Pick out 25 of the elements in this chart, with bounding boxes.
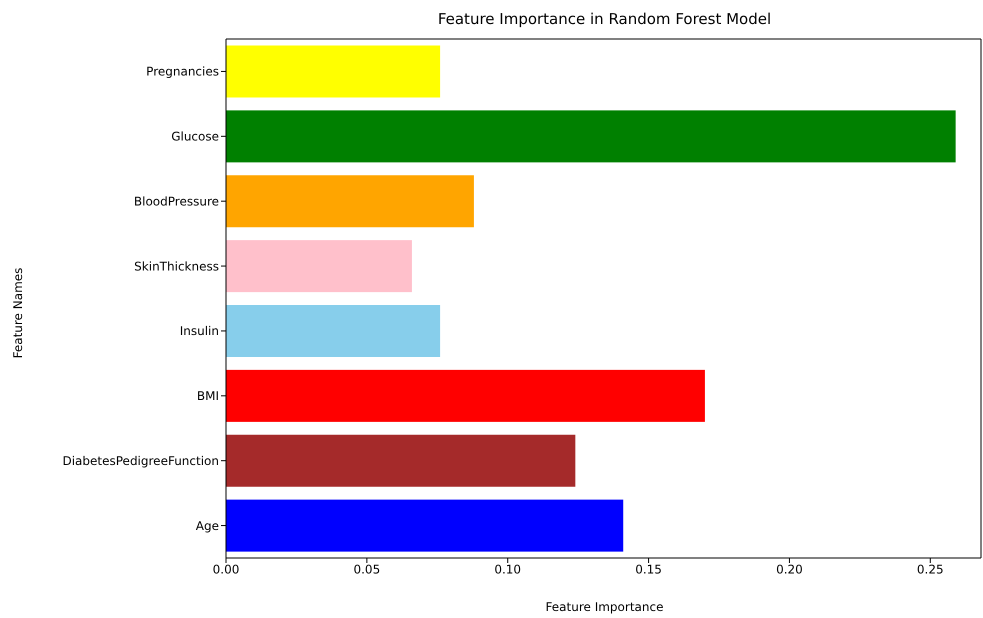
y-tick-label: BloodPressure <box>134 194 219 208</box>
x-tick-label: 0.15 <box>635 562 662 577</box>
bar <box>226 240 412 292</box>
x-tick-label: 0.00 <box>212 562 240 577</box>
x-tick-label: 0.20 <box>776 562 803 577</box>
y-tick-label: DiabetesPedigreeFunction <box>62 454 219 468</box>
bar <box>226 175 474 228</box>
y-tick-label: Age <box>196 518 219 533</box>
bar <box>226 304 440 357</box>
x-axis-title: Feature Importance <box>544 600 664 614</box>
bar <box>226 45 440 98</box>
bar <box>226 110 956 162</box>
y-tick-label: Glucose <box>171 130 219 144</box>
y-tick-label: Pregnancies <box>146 64 219 79</box>
y-tick-label: Insulin <box>180 324 219 338</box>
y-axis-title: Feature Names <box>11 268 25 358</box>
x-tick-label: 0.25 <box>916 562 944 577</box>
y-tick-label: SkinThickness <box>134 259 219 274</box>
bar <box>226 500 624 552</box>
y-tick-label: BMI <box>196 389 219 404</box>
bar <box>226 434 576 487</box>
bar <box>226 370 705 422</box>
x-tick-label: 0.10 <box>494 562 522 577</box>
x-tick-label: 0.05 <box>354 562 380 577</box>
chart-title: Feature Importance in Random Forest Model <box>436 10 772 28</box>
